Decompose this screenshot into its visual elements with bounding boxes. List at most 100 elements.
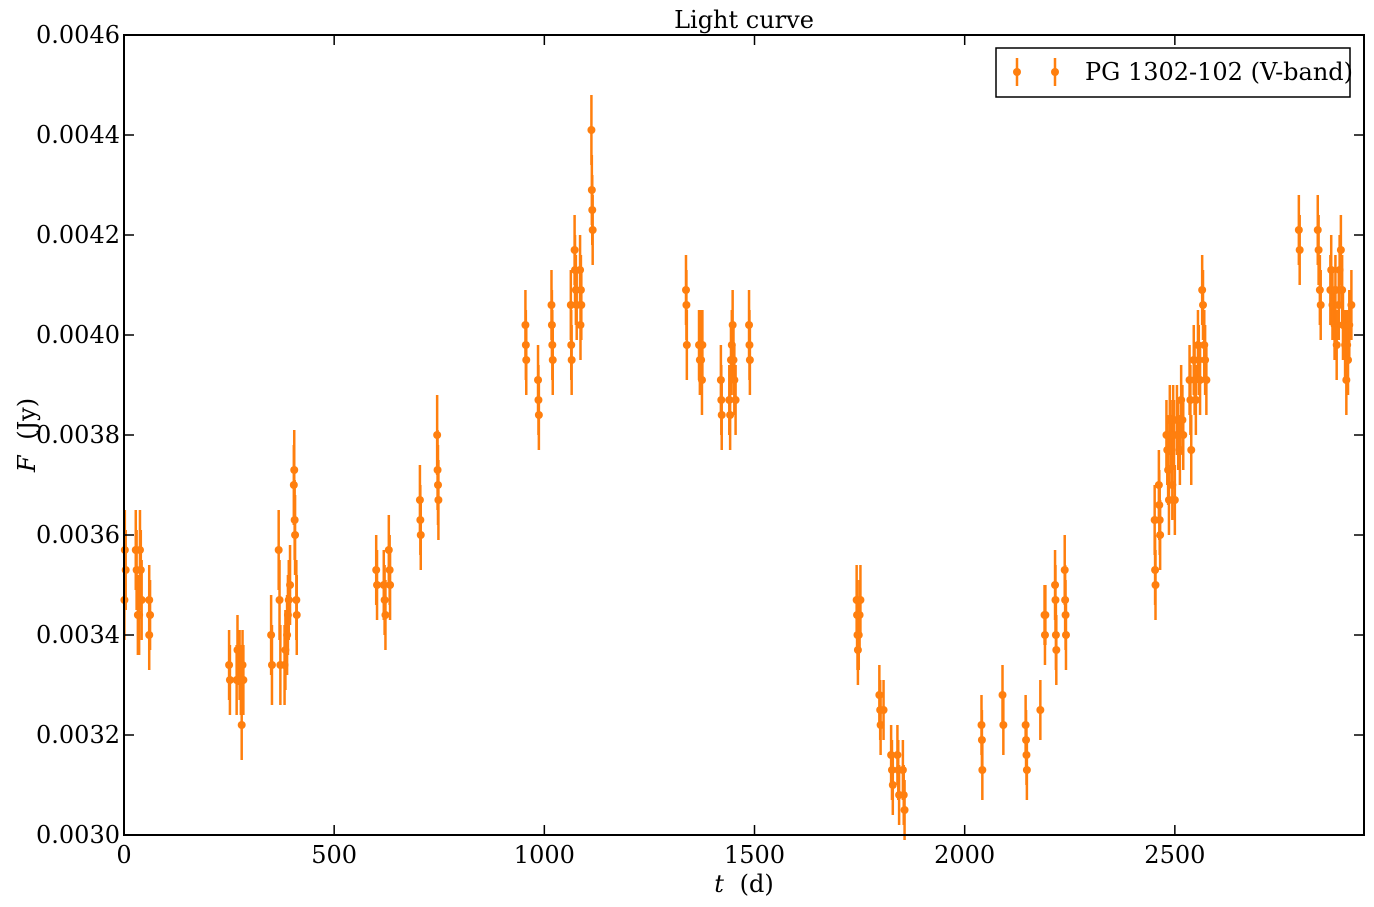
data-marker — [145, 631, 154, 639]
data-point — [888, 755, 897, 815]
data-point — [267, 625, 276, 705]
data-point — [534, 380, 543, 450]
x-tick-label: 2500 — [1144, 841, 1205, 869]
data-point — [588, 195, 597, 265]
data-marker — [386, 581, 395, 589]
data-marker — [1151, 581, 1160, 589]
data-point — [416, 500, 425, 570]
data-marker — [284, 596, 293, 604]
data-point — [225, 645, 234, 715]
data-points-layer — [120, 95, 1356, 840]
data-marker — [1156, 531, 1165, 539]
data-marker — [1327, 266, 1336, 274]
data-marker — [588, 226, 597, 234]
axis-ticks-layer — [123, 34, 1364, 836]
data-marker — [566, 301, 575, 309]
x-tick-labels: 0 500 1000 1500 2000 2500 — [116, 841, 1205, 869]
y-axis-unit: (Jy) — [13, 398, 41, 440]
data-point — [145, 600, 154, 670]
data-point — [1314, 215, 1323, 285]
data-marker — [121, 566, 130, 574]
data-marker — [698, 341, 707, 349]
y-tick-labels: 0.0030 0.0032 0.0034 0.0036 0.0038 0.0040 0.00… — [36, 21, 120, 849]
data-marker — [731, 396, 740, 404]
data-point — [731, 365, 740, 435]
y-tick-label: 0.0030 — [36, 821, 120, 849]
data-marker — [1179, 431, 1188, 439]
data-marker — [267, 661, 276, 669]
data-point — [286, 545, 295, 625]
y-tick-label: 0.0034 — [36, 621, 120, 649]
data-marker — [1052, 646, 1061, 654]
data-marker — [682, 341, 691, 349]
data-marker — [292, 611, 301, 619]
legend-point — [1051, 68, 1059, 76]
data-point — [1199, 270, 1208, 340]
data-point — [1332, 310, 1341, 380]
data-point — [1022, 740, 1031, 800]
x-tick-label: 500 — [311, 841, 357, 869]
y-tick-label: 0.0032 — [36, 721, 120, 749]
data-marker — [1316, 301, 1325, 309]
data-marker — [567, 356, 576, 364]
data-point — [1187, 415, 1196, 485]
data-point — [434, 460, 443, 540]
data-point — [682, 310, 691, 380]
data-point — [1196, 345, 1205, 415]
data-marker — [1332, 341, 1341, 349]
data-point — [698, 310, 707, 380]
data-marker — [1295, 246, 1304, 254]
data-point — [1061, 600, 1070, 670]
data-point — [381, 580, 390, 650]
y-axis-label: F (Jy) — [13, 398, 41, 473]
data-marker — [135, 611, 144, 619]
data-marker — [978, 766, 987, 774]
x-axis-label: t (d) — [714, 870, 773, 898]
data-point — [135, 575, 144, 655]
data-point — [239, 645, 248, 715]
x-axis-variable: t — [714, 870, 724, 898]
legend: PG 1302-102 (V-band) — [995, 47, 1353, 98]
data-point — [978, 740, 987, 800]
data-marker — [856, 596, 865, 604]
y-tick-label: 0.0046 — [36, 21, 120, 49]
data-marker — [237, 721, 246, 729]
data-point — [745, 325, 754, 395]
x-tick-label: 0 — [116, 841, 131, 869]
data-point — [1295, 215, 1304, 285]
data-point — [237, 690, 246, 760]
data-marker — [416, 531, 425, 539]
data-point — [587, 95, 596, 165]
legend-label: PG 1302-102 (V-band) — [1085, 58, 1353, 86]
data-point — [373, 550, 382, 620]
data-point — [1164, 465, 1173, 535]
x-tick-label: 1500 — [724, 841, 785, 869]
legend-marker — [1013, 58, 1059, 86]
data-marker — [1061, 631, 1070, 639]
x-tick-label: 2000 — [934, 841, 995, 869]
data-point — [900, 780, 909, 840]
data-marker — [225, 676, 234, 684]
data-point — [879, 680, 888, 740]
chart-title: Light curve — [674, 6, 814, 34]
data-point — [1331, 255, 1340, 325]
data-point — [1202, 345, 1211, 415]
data-point — [386, 550, 395, 620]
data-marker — [534, 411, 543, 419]
data-point — [291, 495, 300, 575]
data-marker — [239, 676, 248, 684]
data-marker — [1347, 301, 1356, 309]
x-tick-label: 1000 — [514, 841, 575, 869]
y-tick-label: 0.0038 — [36, 421, 120, 449]
data-marker — [1022, 766, 1031, 774]
data-marker — [548, 356, 557, 364]
data-marker — [1036, 706, 1045, 714]
data-marker — [381, 611, 390, 619]
y-tick-label: 0.0040 — [36, 321, 120, 349]
data-marker — [587, 126, 596, 134]
data-point — [1170, 465, 1179, 535]
data-point — [717, 380, 726, 450]
data-marker — [1170, 496, 1179, 504]
data-point — [1336, 215, 1345, 285]
data-point — [1151, 550, 1160, 620]
